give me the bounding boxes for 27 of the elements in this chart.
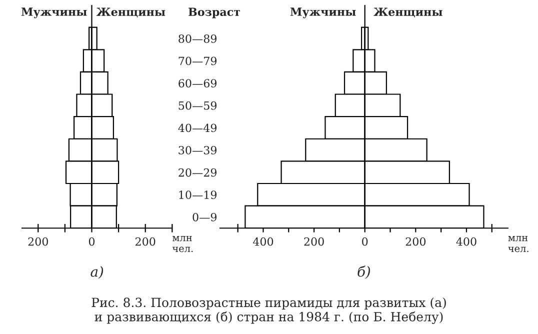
- y-tick-label: 60—69: [178, 79, 217, 88]
- series-label: Мужчины: [290, 8, 356, 18]
- series-label: Мужчины: [21, 8, 87, 18]
- y-tick-label: 80—89: [178, 34, 217, 43]
- text: б): [358, 266, 370, 279]
- y-tick-label: 20—29: [178, 168, 217, 177]
- text: Рис. 8.3. Половозрастные пирамиды для развитых (а) и развивающихся (б) стран на 1984 г. (по Б. Небелу): [92, 297, 446, 324]
- x-axis-title: млн чел.: [172, 236, 193, 252]
- x-tick-label: 200: [28, 237, 48, 246]
- y-axis-title: Возраст: [188, 8, 240, 18]
- y-tick-label: 70—79: [178, 56, 217, 66]
- x-tick-label: 200: [304, 237, 324, 246]
- y-tick-label: 30—39: [178, 146, 217, 154]
- series-label: Женщины: [374, 8, 442, 18]
- x-axis-title: млн чел.: [508, 236, 528, 252]
- x-tick-label: 400: [252, 237, 274, 246]
- x-tick-label: 200: [136, 237, 156, 246]
- x-tick-label: 400: [456, 237, 476, 246]
- series-label: Женщины: [96, 8, 166, 18]
- x-tick-label: 0: [88, 237, 95, 246]
- y-tick-label: 50—59: [178, 101, 217, 110]
- x-tick-label: 200: [406, 237, 426, 246]
- y-tick-label: 40—49: [178, 124, 217, 132]
- y-tick-label: 0—9: [192, 212, 217, 222]
- text: а): [90, 266, 104, 279]
- x-tick-label: 0: [362, 237, 368, 246]
- y-tick-label: 10—19: [179, 190, 217, 200]
